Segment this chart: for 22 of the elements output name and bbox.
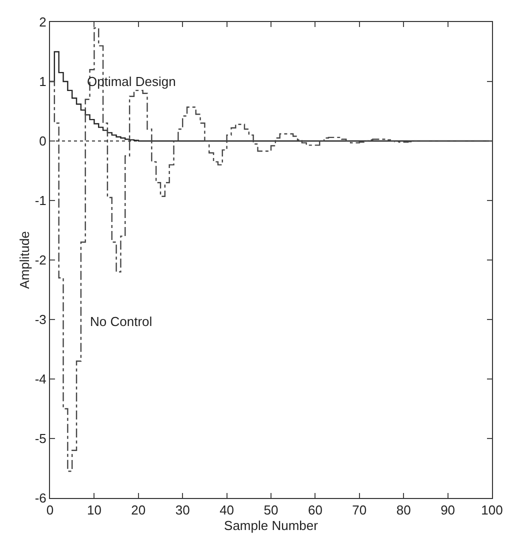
x-tick-label: 10 — [86, 502, 102, 518]
y-tick-label: 0 — [39, 134, 46, 149]
x-tick-label: 100 — [481, 502, 503, 518]
y-tick-label: -2 — [34, 252, 46, 268]
x-tick-label: 30 — [175, 502, 190, 518]
y-tick-label: -6 — [34, 490, 46, 506]
y-axis-title: Amplitude — [16, 231, 32, 289]
y-tick-label: -5 — [34, 431, 46, 446]
x-tick-label: 40 — [220, 502, 234, 518]
annotation: No Control — [90, 314, 152, 329]
x-tick-label: 20 — [131, 502, 146, 518]
x-tick-label: 60 — [308, 502, 322, 518]
x-axis-title: Sample Number — [224, 518, 319, 534]
x-tick-label: 50 — [264, 502, 278, 518]
y-tick-label: 2 — [39, 14, 46, 30]
y-tick-label: -3 — [34, 312, 46, 328]
y-tick-label: -4 — [34, 372, 46, 387]
y-tick-label: -1 — [34, 193, 46, 208]
y-tick-label: 1 — [39, 74, 46, 90]
x-tick-label: 90 — [440, 502, 456, 518]
x-tick-label: 70 — [352, 502, 367, 518]
x-tick-label: 80 — [396, 502, 411, 518]
